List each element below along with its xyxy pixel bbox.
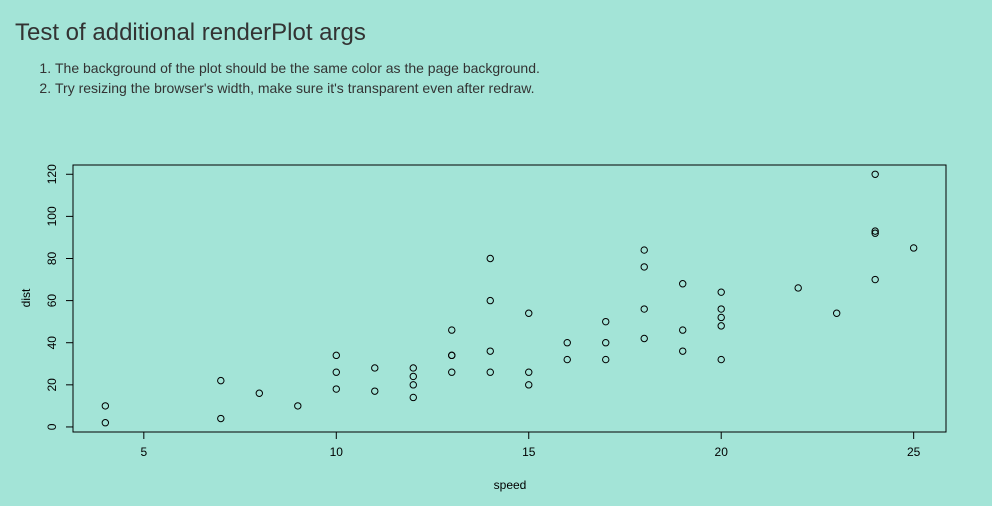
data-point — [871, 227, 879, 235]
data-points — [101, 170, 918, 427]
instruction-item: The background of the plot should be the… — [55, 58, 540, 78]
data-point — [486, 254, 494, 263]
data-point — [101, 402, 110, 410]
x-axis-label: speed — [494, 478, 527, 492]
y-tick-label: 120 — [45, 164, 59, 184]
x-tick-label: 15 — [522, 445, 536, 459]
y-tick-label: 100 — [45, 206, 59, 226]
data-point — [679, 326, 687, 334]
instruction-item: Try resizing the browser's width, make s… — [55, 78, 540, 98]
instructions-list: The background of the plot should be the… — [15, 58, 540, 98]
data-point — [832, 309, 841, 317]
x-tick-label: 10 — [330, 445, 344, 459]
data-point — [717, 355, 725, 364]
data-point — [486, 347, 494, 355]
data-point — [332, 351, 340, 360]
data-point — [563, 355, 571, 364]
data-point — [525, 368, 533, 376]
data-point — [640, 246, 648, 254]
data-point — [909, 244, 918, 252]
data-point — [332, 385, 340, 393]
data-point — [217, 414, 225, 423]
data-point — [448, 326, 456, 334]
data-point — [409, 393, 417, 402]
data-point — [717, 305, 725, 313]
data-point — [371, 387, 379, 395]
data-point — [409, 381, 417, 389]
y-tick-label: 20 — [45, 378, 59, 392]
y-tick-label: 60 — [45, 294, 59, 308]
data-point — [679, 347, 687, 355]
data-point — [486, 296, 494, 305]
data-point — [448, 351, 456, 360]
data-point — [525, 309, 533, 317]
data-point — [525, 381, 533, 389]
y-tick-label: 80 — [45, 251, 59, 265]
data-point — [101, 419, 110, 427]
x-tick-label: 20 — [715, 445, 729, 459]
data-point — [332, 368, 340, 376]
data-point — [871, 229, 879, 237]
data-point — [486, 368, 494, 376]
data-point — [602, 355, 610, 364]
data-point — [717, 322, 725, 330]
y-axis: 0 20 40 60 80 100 120 — [45, 164, 74, 430]
data-point — [294, 402, 302, 410]
data-point — [371, 364, 379, 372]
x-tick-label: 25 — [907, 445, 921, 459]
data-point — [794, 284, 802, 292]
scatter-plot: 5 10 15 20 25 0 20 40 60 80 100 120 speed dist — [19, 164, 947, 492]
data-point — [602, 339, 610, 347]
data-point — [871, 275, 879, 284]
data-point — [640, 263, 648, 271]
page-title: Test of additional renderPlot args — [15, 19, 366, 46]
data-point — [255, 389, 264, 397]
data-point — [717, 288, 725, 296]
data-point — [563, 339, 571, 347]
x-axis: 5 10 15 20 25 — [140, 431, 921, 459]
data-point — [602, 317, 610, 326]
data-point — [409, 364, 417, 372]
y-tick-label: 0 — [45, 423, 59, 430]
data-point — [640, 334, 648, 343]
plot-frame — [72, 164, 947, 433]
data-point — [679, 280, 687, 288]
data-point — [640, 305, 648, 313]
data-point — [409, 372, 417, 381]
data-point — [717, 313, 725, 322]
data-point — [217, 376, 225, 385]
data-point — [448, 368, 456, 376]
x-tick-label: 5 — [140, 445, 147, 459]
data-point — [871, 170, 879, 178]
y-tick-label: 40 — [45, 336, 59, 350]
y-axis-label: dist — [19, 288, 33, 307]
